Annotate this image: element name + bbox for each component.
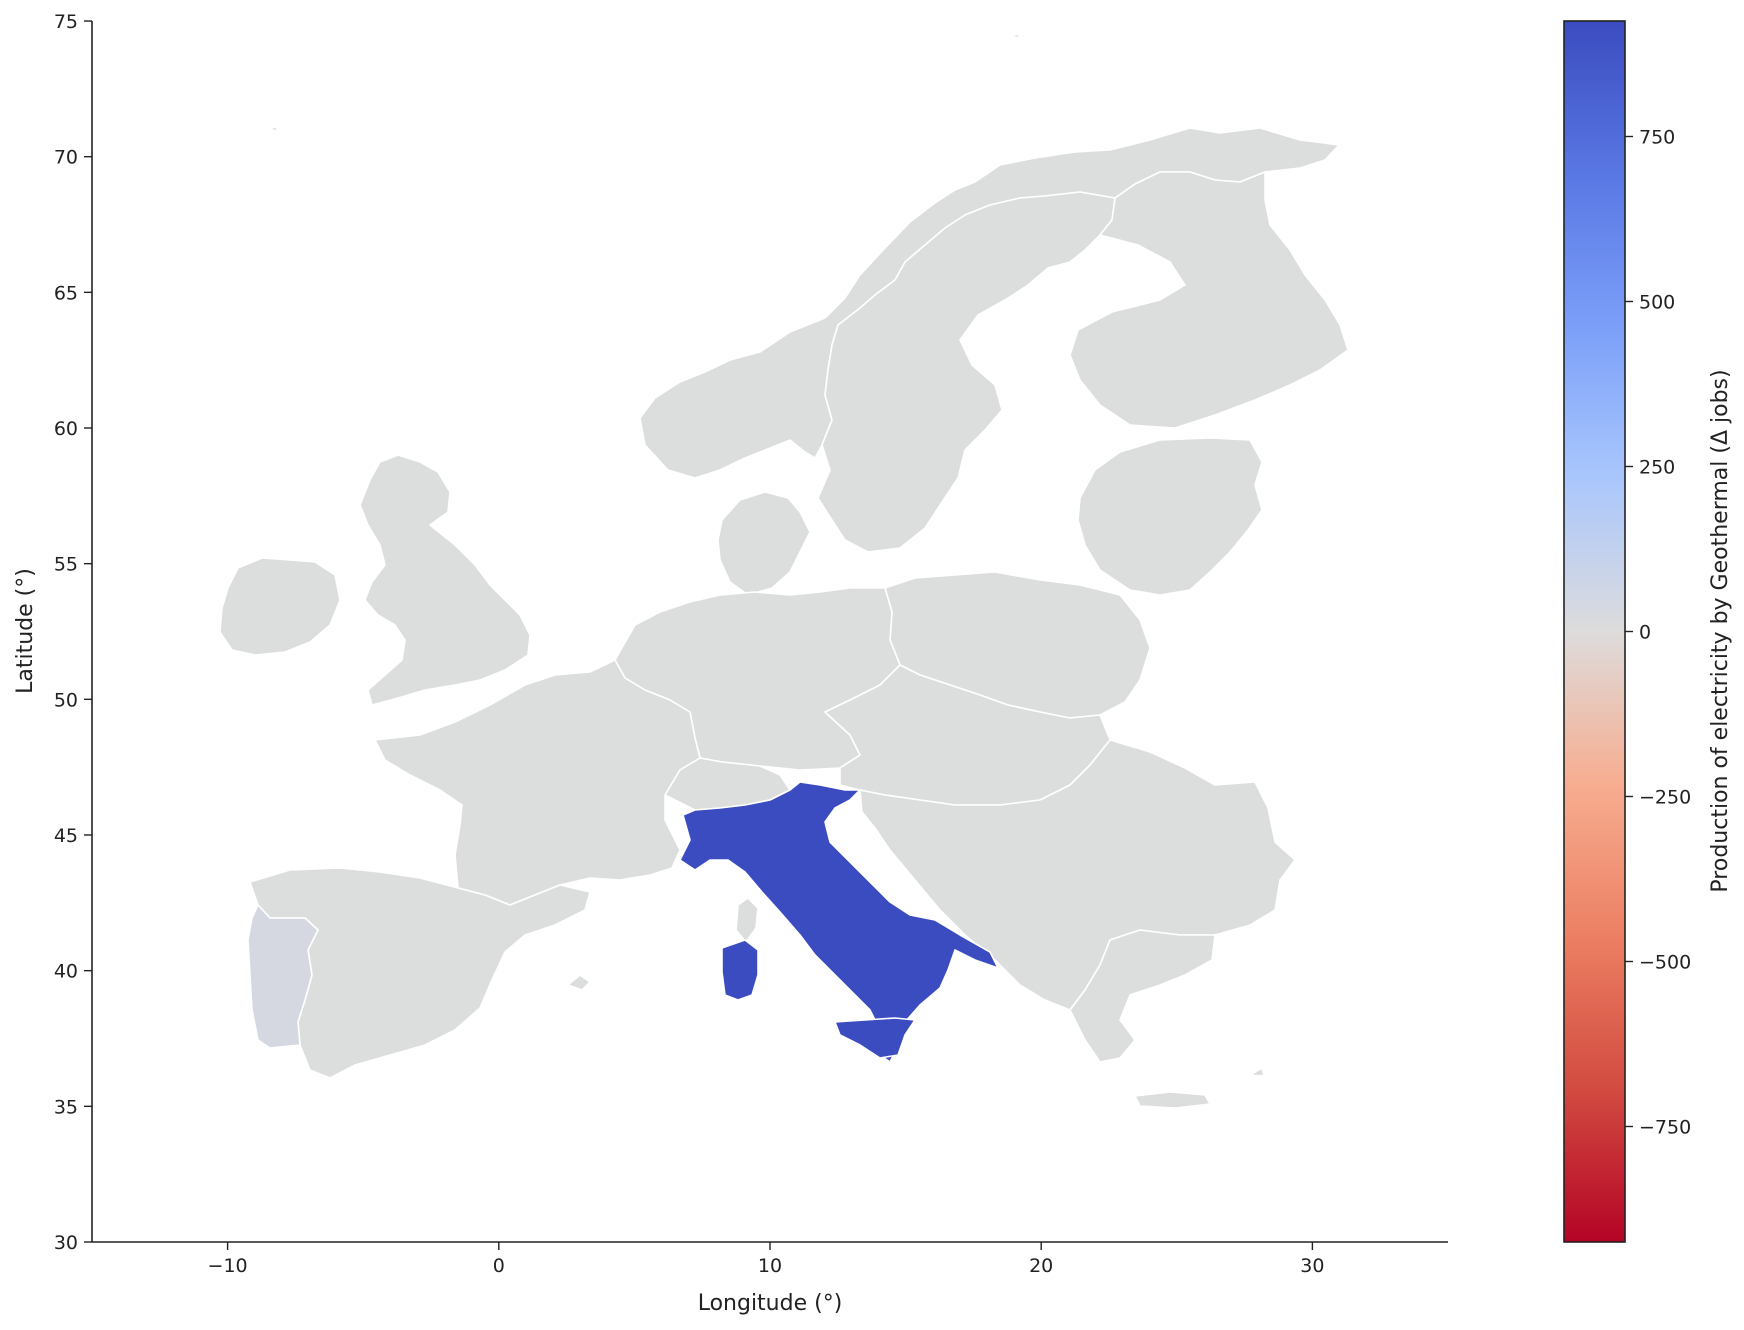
region-greece (1069, 929, 1216, 1063)
colorbar-label: Production of electricity by Geothermal … (1708, 369, 1733, 892)
x-tick-label: −10 (208, 1255, 248, 1277)
x-tick-label: 20 (1029, 1255, 1053, 1277)
y-tick-label: 50 (54, 689, 78, 711)
y-tick-label: 30 (54, 1232, 78, 1254)
region-balkans (859, 739, 1296, 1011)
y-tick-label: 45 (54, 825, 78, 847)
y-tick-label: 60 (54, 418, 78, 440)
region-denmark (717, 491, 811, 596)
colorbar-tick-label: 500 (1639, 292, 1675, 314)
x-tick-label: 10 (758, 1255, 782, 1277)
colorbar-tick-label: −500 (1639, 952, 1691, 974)
region-baltics (1077, 437, 1263, 596)
y-tick-label: 65 (54, 282, 78, 304)
region-italy (679, 781, 999, 1063)
region-portugal (247, 904, 319, 1049)
colorbar-tick-label: 0 (1639, 622, 1651, 644)
x-tick-label: 0 (493, 1255, 505, 1277)
y-tick-label: 40 (54, 961, 78, 983)
region-sicily (834, 1017, 916, 1059)
colorbar-tick-label: −250 (1639, 787, 1691, 809)
y-axis-label: Latitude (°) (13, 568, 38, 694)
region-sardinia (721, 939, 759, 1001)
region-corsica (735, 897, 759, 943)
region-jan-mayen-fragment (267, 126, 279, 132)
x-tick-label: 30 (1300, 1255, 1324, 1277)
colorbar-gradient (1563, 20, 1626, 1243)
colorbar-tick-label: 250 (1639, 457, 1675, 479)
map-layer (219, 33, 1349, 1109)
colorbar-tick-label: 750 (1639, 127, 1675, 149)
y-tick-label: 35 (54, 1096, 78, 1118)
region-crete (1134, 1091, 1211, 1109)
x-axis-label: Longitude (°) (698, 1291, 843, 1316)
y-tick-label: 55 (54, 554, 78, 576)
y-tick-label: 75 (54, 11, 78, 33)
region-france (374, 659, 701, 906)
map-axes: −10 0 10 20 30 30 35 40 45 50 55 60 65 70 75 Longitud… (13, 11, 1448, 1316)
region-svalbard-fragment (1009, 33, 1021, 39)
region-sweden (817, 191, 1116, 553)
region-balearic-islands (567, 974, 591, 991)
region-united-kingdom (359, 454, 531, 706)
y-tick-label: 70 (54, 147, 78, 169)
colorbar-tick-label: −750 (1639, 1117, 1691, 1139)
region-ireland (219, 557, 341, 656)
region-cyprus (1249, 1067, 1265, 1077)
colorbar: −750 −500 −250 0 250 500 750 Production of ele… (1563, 20, 1733, 1243)
region-finland (1069, 171, 1349, 429)
